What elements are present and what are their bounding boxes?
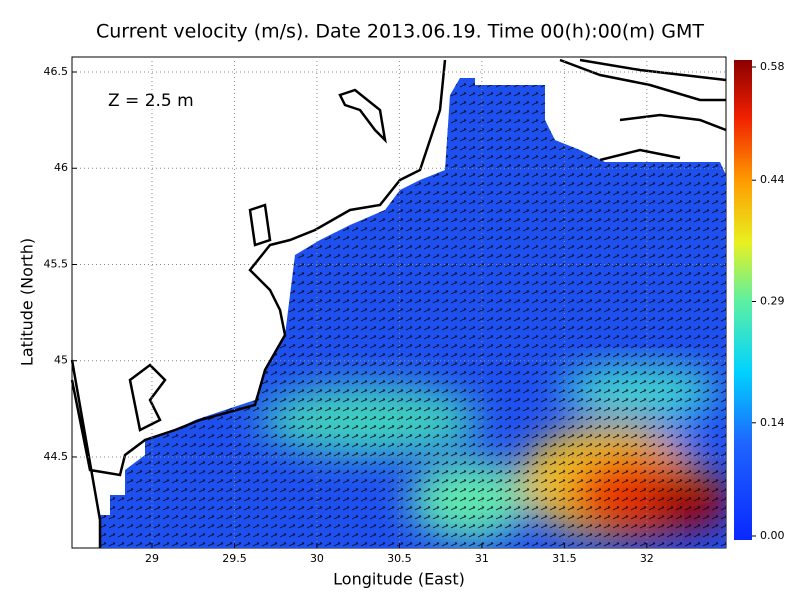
x-tick-label: 29 <box>145 552 159 565</box>
colorbar-tick-label: 0.14 <box>760 416 785 429</box>
x-tick-label: 29.5 <box>222 552 247 565</box>
y-axis-label: Latitude (North) <box>18 238 37 366</box>
grid <box>72 57 726 548</box>
y-tick-label: 46 <box>54 161 68 174</box>
colorbar-tick-label: 0.44 <box>760 173 785 186</box>
x-tick-label: 30 <box>310 552 324 565</box>
colorbar-tick-label: 0.00 <box>760 529 785 542</box>
y-tick-label: 45 <box>54 354 68 367</box>
colorbar-tick-label: 0.29 <box>760 295 785 308</box>
x-axis-label: Longitude (East) <box>333 570 465 589</box>
x-tick-label: 31 <box>475 552 489 565</box>
depth-annotation: Z = 2.5 m <box>108 91 194 111</box>
y-tick-label: 45.5 <box>44 257 69 270</box>
coastline <box>70 58 727 548</box>
y-tick-label: 46.5 <box>44 65 69 78</box>
x-tick-label: 32 <box>640 552 654 565</box>
x-tick-label: 31.5 <box>552 552 577 565</box>
chart-title: Current velocity (m/s). Date 2013.06.19.… <box>96 21 704 43</box>
x-tick-label: 30.5 <box>387 552 412 565</box>
colorbar-tick-label: 0.58 <box>760 60 785 73</box>
colorbar <box>734 60 752 540</box>
y-tick-label: 44.5 <box>44 450 69 463</box>
